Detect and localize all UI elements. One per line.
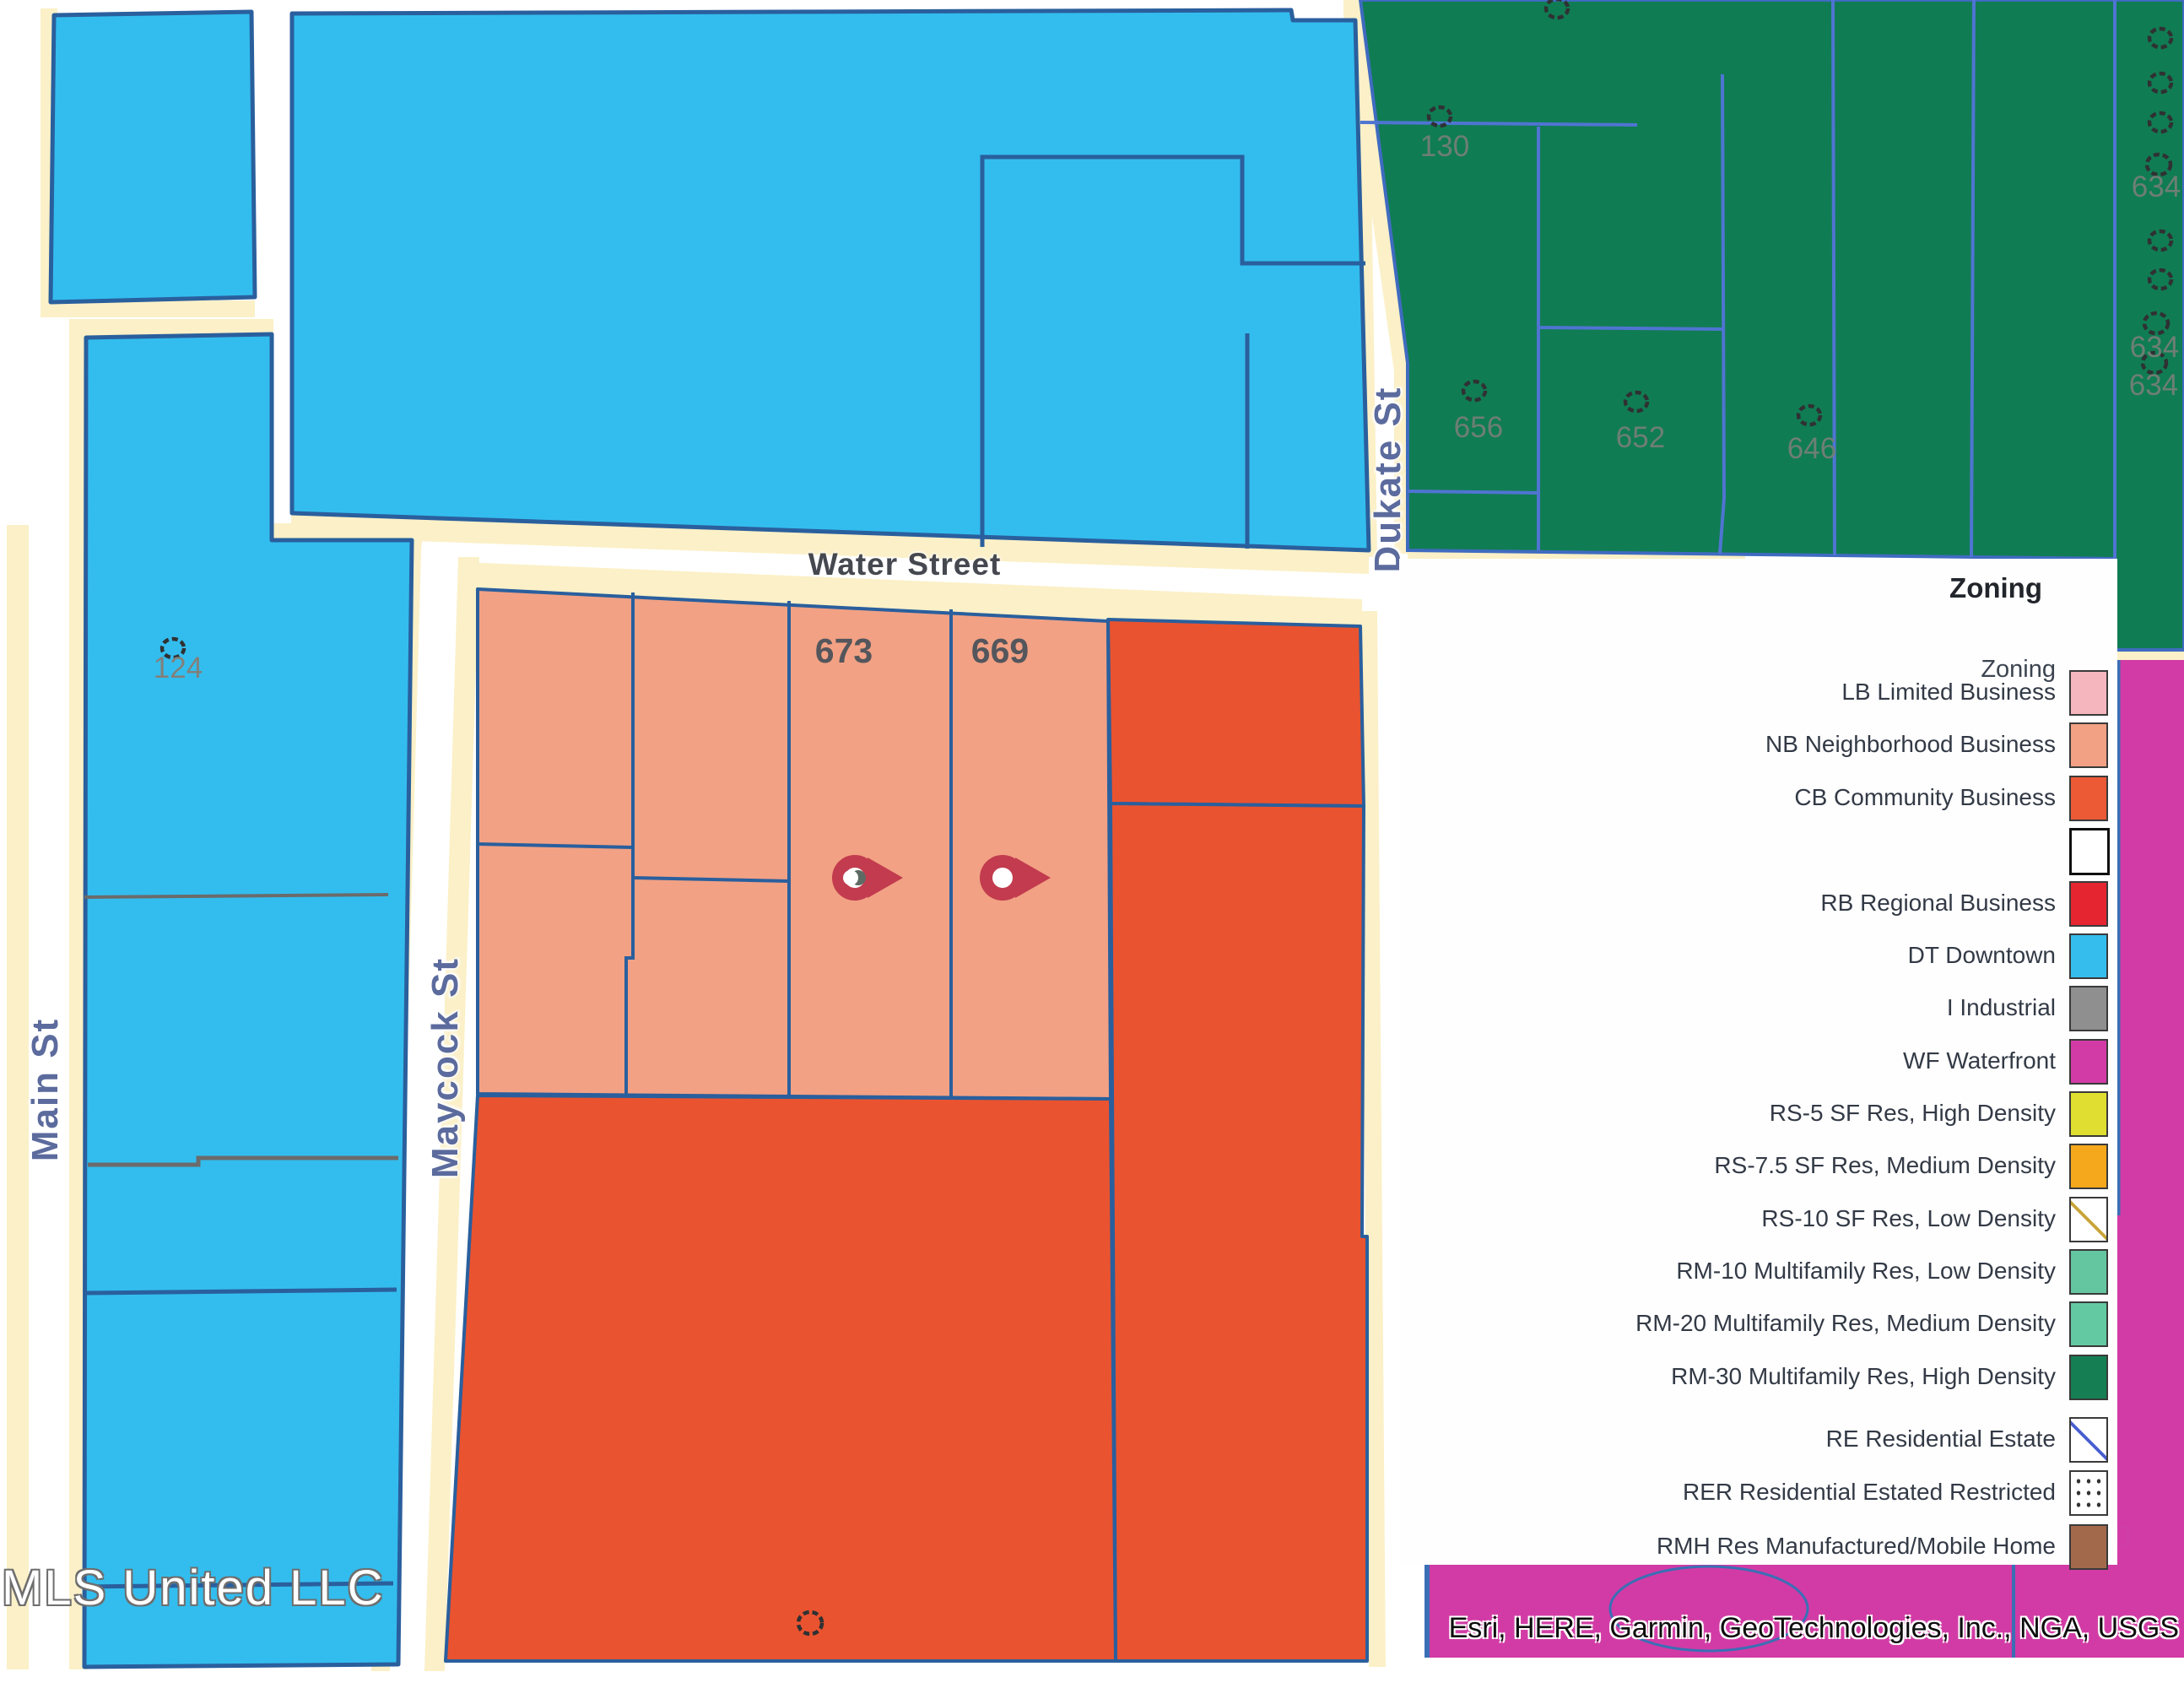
parcel-block-main-column — [82, 332, 414, 1669]
legend-item-rer: RER Residential Estated Restricted — [1683, 1479, 2056, 1505]
map-attribution: Esri, HERE, Garmin, GeoTechnologies, Inc… — [1448, 1612, 2179, 1644]
legend-item-rs75: RS-7.5 SF Res, Medium Density — [1714, 1152, 2056, 1178]
parcel-label-673: 673 — [814, 631, 873, 670]
mls-watermark: MLS United LLC — [2, 1561, 385, 1615]
parcel-label-634-3: 634 — [2128, 369, 2179, 402]
legend-subtitle: Zoning — [1981, 656, 2056, 683]
legend-swatch-rs10 — [2069, 1197, 2108, 1242]
legend-item-blank — [1418, 826, 2056, 874]
green-parcel-borders — [1360, 0, 2116, 650]
legend-swatch-rm20 — [2069, 1301, 2108, 1347]
map-pin-673[interactable] — [832, 855, 903, 901]
parcel-label-0: 0 — [2113, 1519, 2132, 1554]
legend-item-rb: RB Regional Business — [1820, 890, 2056, 916]
legend-swatch-rs75 — [2069, 1144, 2108, 1189]
legend-swatch-rs5 — [2069, 1091, 2108, 1137]
zone-dt-downtown-parcels[interactable] — [48, 8, 1371, 1669]
magenta-bottom-block — [1424, 1565, 2184, 1658]
legend-title: Zoning — [1949, 572, 2042, 603]
orange-parcel-s — [444, 1094, 1117, 1663]
magenta-circle-outline — [1608, 1565, 1809, 1653]
legend-item-rmh: RMH Res Manufactured/Mobile Home — [1656, 1533, 2056, 1559]
legend-item-rs10: RS-10 SF Res, Low Density — [1761, 1205, 2056, 1231]
orange-parcel-e — [1109, 802, 1369, 1663]
zone-wf-magenta[interactable] — [1424, 660, 2184, 1658]
legend-swatch-cb — [2069, 776, 2108, 821]
legend-swatch-wf — [2069, 1039, 2108, 1085]
zone-rm30-green-block[interactable] — [1358, 0, 2184, 652]
parcel-block-topleft — [48, 9, 257, 305]
parcel-label-634-2: 634 — [2129, 331, 2180, 364]
parcel-label-656: 656 — [1453, 411, 1504, 444]
legend-item-rm20: RM-20 Multifamily Res, Medium Density — [1635, 1310, 2056, 1336]
parcel-block-topmiddle — [289, 8, 1371, 553]
legend-swatch-lb — [2069, 670, 2108, 716]
parcel-label-634-1: 634 — [2131, 170, 2181, 203]
legend-swatch-re — [2069, 1417, 2108, 1463]
orange-parcel-ne — [1106, 618, 1365, 808]
legend-item-dt: DT Downtown — [1907, 942, 2056, 968]
legend-item-rs5: RS-5 SF Res, High Density — [1769, 1100, 2056, 1126]
legend-swatch-rb — [2069, 881, 2108, 927]
blue-block-inner-borders — [980, 154, 1365, 549]
parcel-label-646: 646 — [1787, 432, 1837, 465]
legend-item-wf: WF Waterfront — [1903, 1047, 2056, 1074]
parcel-label-130: 130 — [1419, 130, 1470, 163]
legend-swatch-rmh — [2069, 1524, 2108, 1570]
legend-item-lb: LB Limited Business — [1841, 679, 2056, 705]
legend-swatch-rm30 — [2069, 1355, 2108, 1400]
legend-item-rm10: RM-10 Multifamily Res, Low Density — [1676, 1258, 2056, 1284]
street-label-maycock: Maycock St — [424, 956, 466, 1179]
parcel-point-markers — [159, 0, 2174, 1637]
magenta-borders — [1424, 1565, 2015, 1658]
legend-swatch-i — [2069, 986, 2108, 1031]
legend-swatch-nb — [2069, 722, 2108, 768]
legend-item-re: RE Residential Estate — [1825, 1426, 2056, 1452]
legend-swatch-dt — [2069, 933, 2108, 979]
legend-item-i: I Industrial — [1946, 994, 2056, 1020]
legend-swatch-rm10 — [2069, 1249, 2108, 1295]
street-label-main: Main St — [24, 1017, 66, 1162]
map-pin-669[interactable] — [980, 855, 1051, 901]
legend-item-cb: CB Community Business — [1794, 784, 2056, 810]
street-label-water: Water Street — [808, 547, 1002, 582]
legend-item-rm30: RM-30 Multifamily Res, High Density — [1671, 1363, 2056, 1389]
parcel-label-652: 652 — [1615, 421, 1666, 454]
legend-panel — [1399, 559, 2117, 1565]
salmon-parcel-borders — [477, 592, 953, 1099]
legend-swatch-rer — [2069, 1470, 2108, 1516]
parcel-label-669: 669 — [970, 631, 1030, 670]
zone-cb-orange-block[interactable] — [444, 618, 1369, 1663]
blue-column-dividers — [82, 893, 398, 1589]
legend-item-nb: NB Neighborhood Business — [1765, 731, 2056, 757]
parcel-label-124: 124 — [153, 652, 203, 684]
legend-swatch-blank — [2069, 828, 2110, 875]
